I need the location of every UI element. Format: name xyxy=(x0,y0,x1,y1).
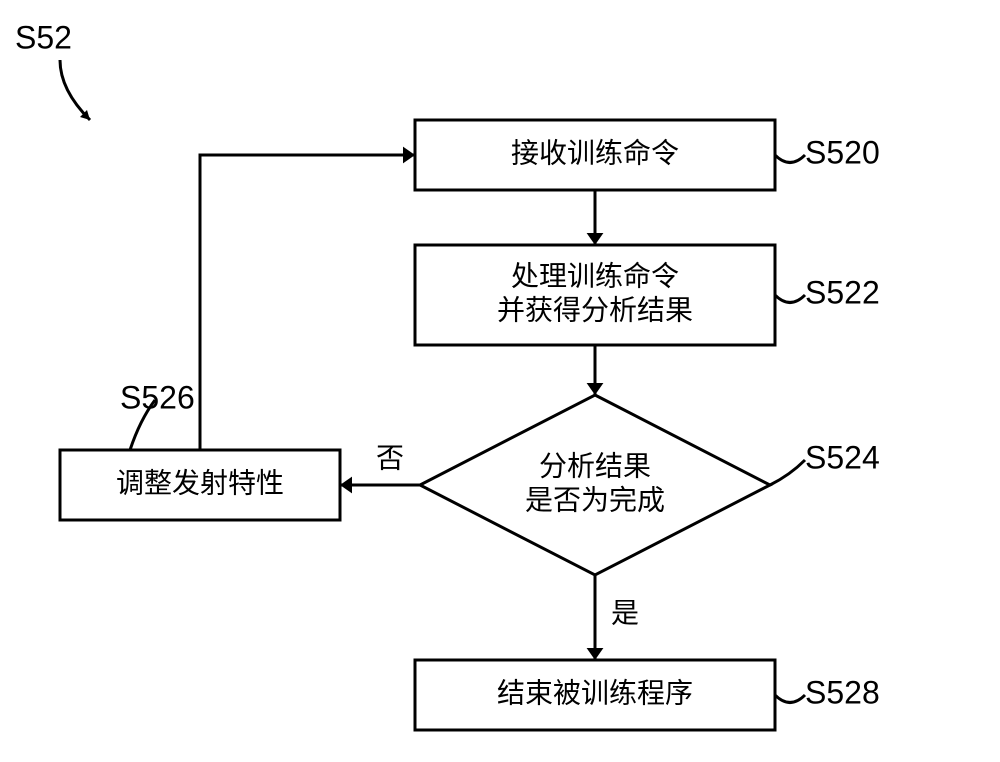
step-label: S524 xyxy=(805,439,880,475)
edge-label: 否 xyxy=(376,442,404,473)
flowchart-canvas: S52 否是 接收训练命令 S520 处理训练命令并获得分析结果 S522 分析结果是否为完… xyxy=(0,0,1000,762)
node-text: 分析结果 xyxy=(539,450,651,481)
diagram-label-arrow xyxy=(60,60,90,120)
node-s522: 处理训练命令并获得分析结果 xyxy=(415,245,775,345)
node-s528: 结束被训练程序 xyxy=(415,660,775,730)
node-s520: 接收训练命令 xyxy=(415,120,775,190)
step-label: S522 xyxy=(805,274,880,310)
leader-line xyxy=(775,295,805,303)
flow-edge xyxy=(200,155,415,450)
node-s526: 调整发射特性 xyxy=(60,450,340,520)
edge-label: 是 xyxy=(611,597,639,628)
node-text: 并获得分析结果 xyxy=(497,294,693,325)
diagram-label: S52 xyxy=(15,19,72,55)
node-s524: 分析结果是否为完成 xyxy=(420,395,770,575)
node-text: 结束被训练程序 xyxy=(497,677,693,708)
step-label: S526 xyxy=(120,379,195,415)
step-label: S520 xyxy=(805,134,880,170)
leader-line xyxy=(775,695,805,703)
node-text: 是否为完成 xyxy=(525,484,665,515)
node-text: 调整发射特性 xyxy=(116,467,284,498)
step-label: S528 xyxy=(805,674,880,710)
node-text: 接收训练命令 xyxy=(511,137,679,168)
leader-line xyxy=(770,460,805,485)
node-text: 处理训练命令 xyxy=(511,260,679,291)
leader-line xyxy=(775,155,805,163)
